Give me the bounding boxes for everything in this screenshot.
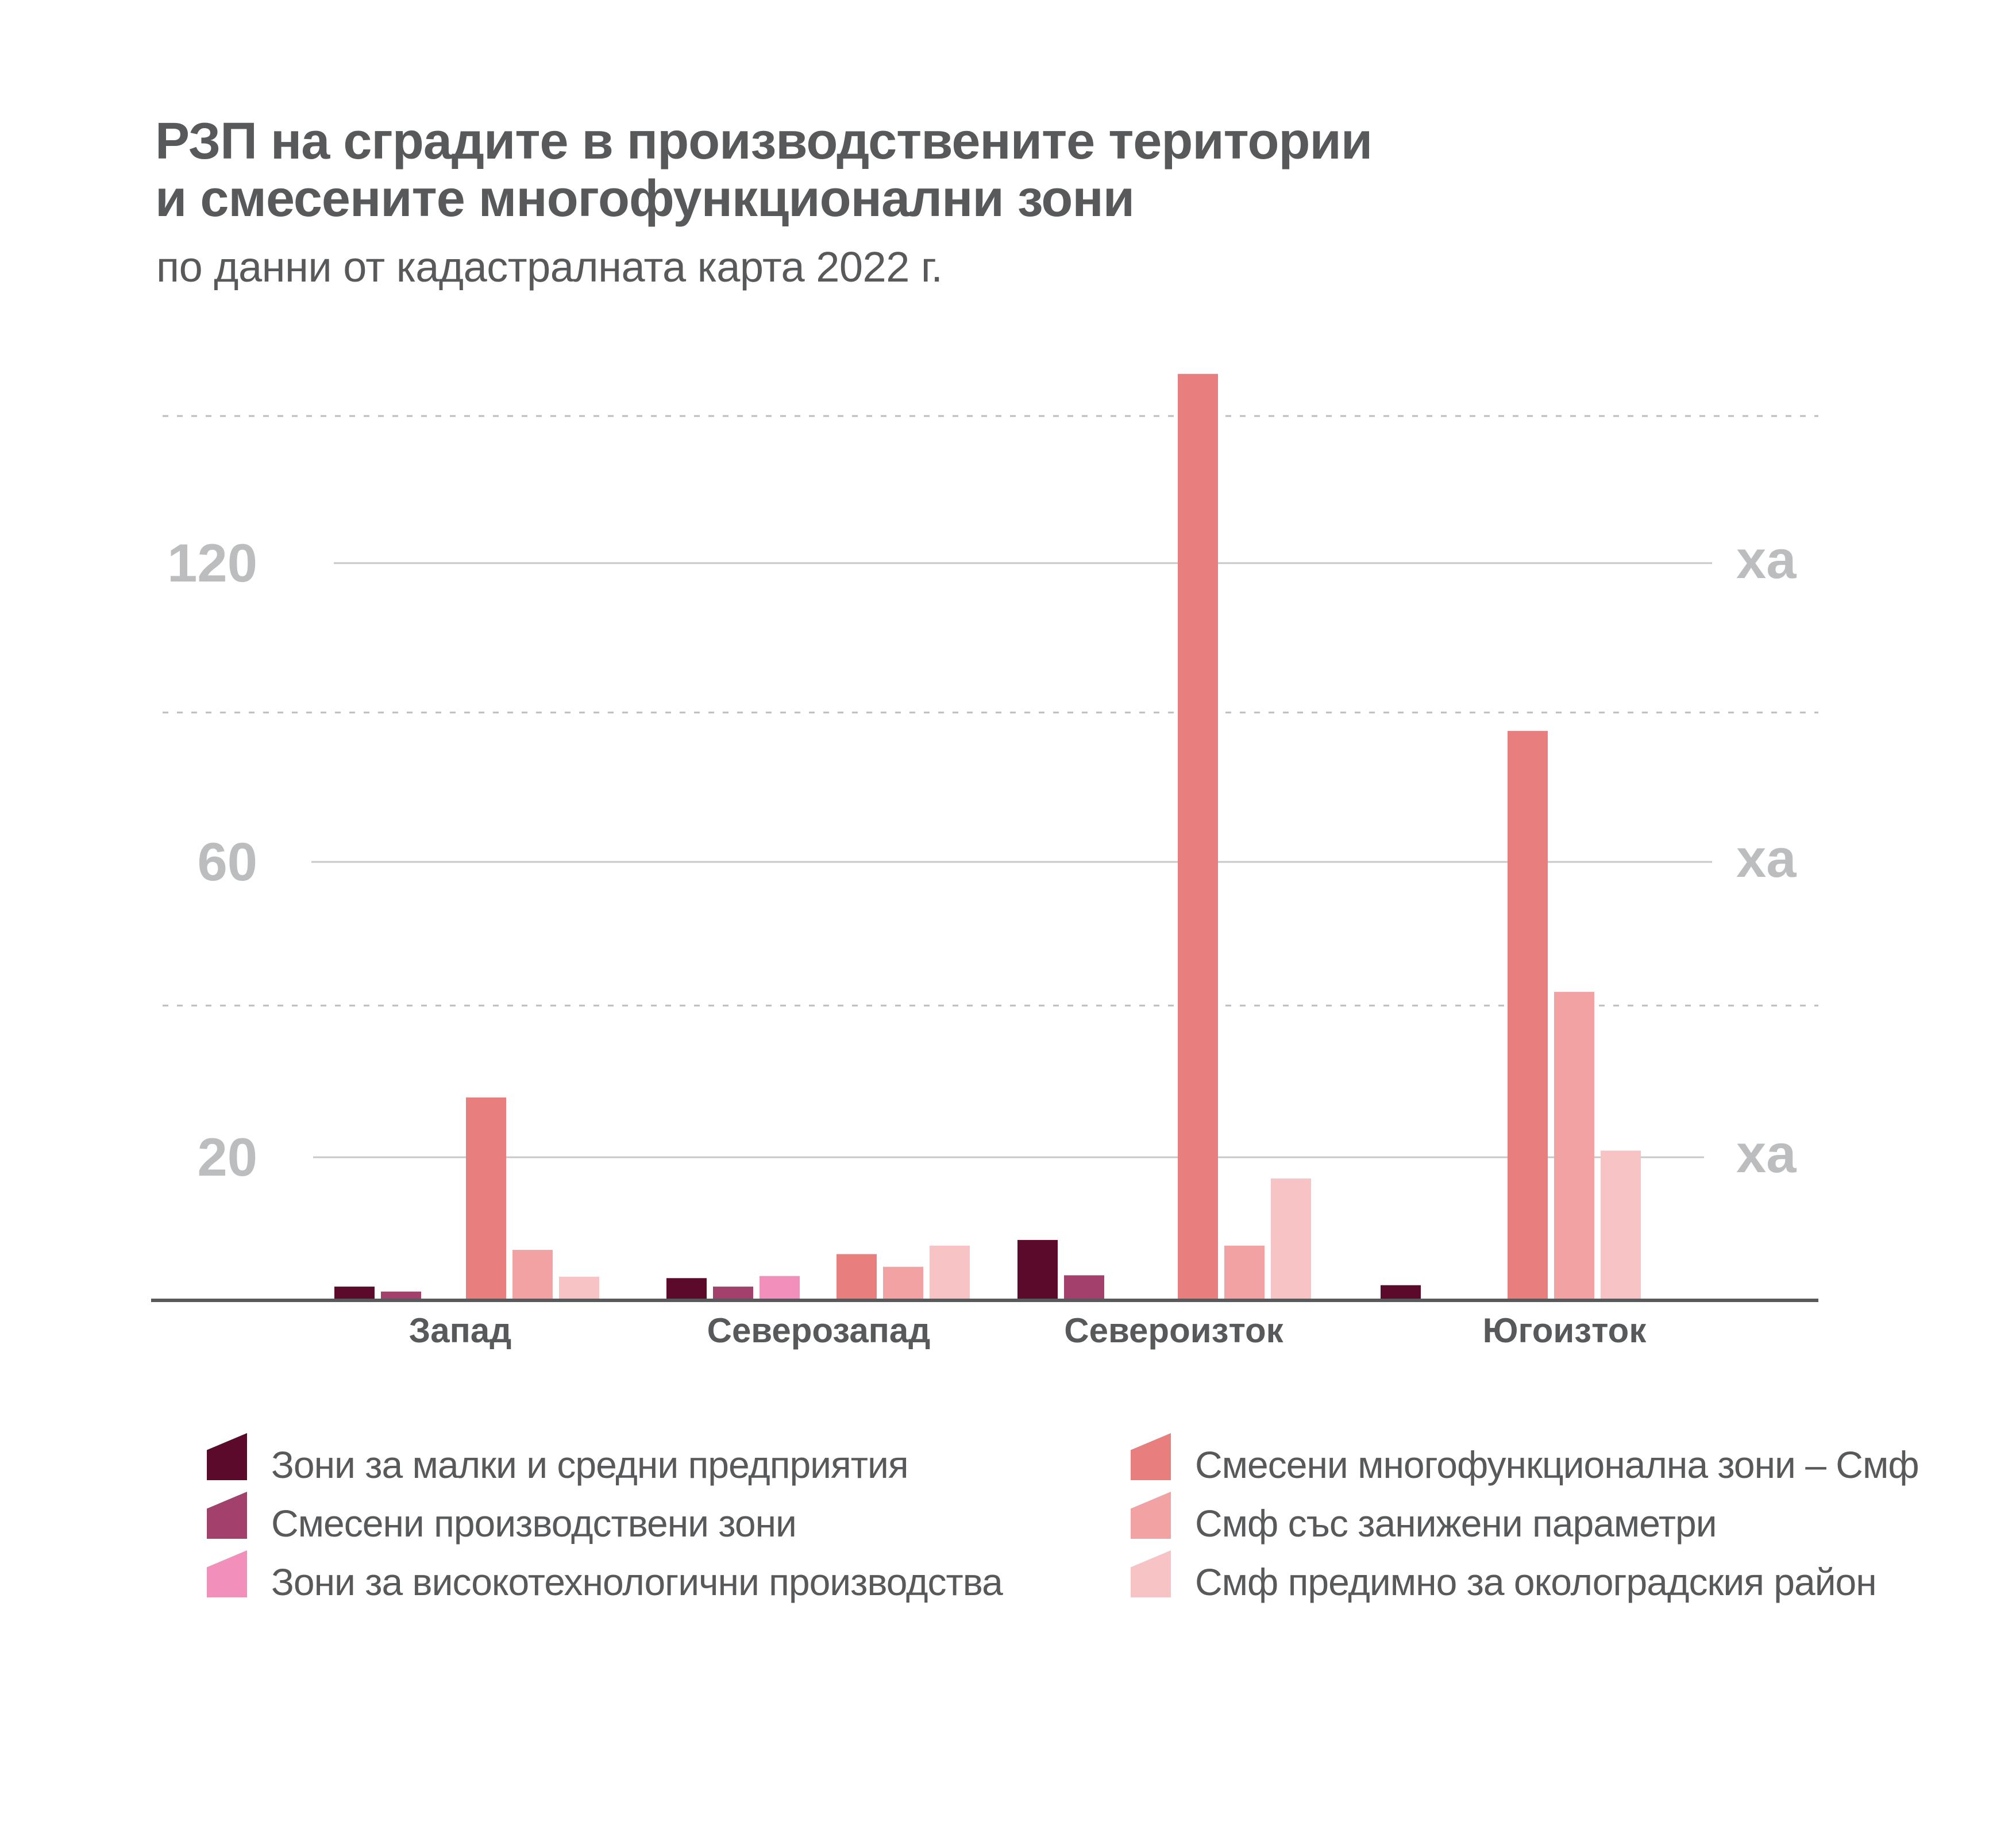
legend-item: Смф със занижени параметри [1131, 1492, 1717, 1545]
bar-group [1381, 731, 1641, 1299]
bars [334, 373, 1641, 1299]
bar [559, 1276, 599, 1299]
bar [466, 1097, 506, 1299]
chart-title-line-1: РЗП на сградите в производствените терит… [155, 113, 1373, 170]
x-axis-label: Югоизток [1483, 1311, 1647, 1350]
bar [512, 1250, 553, 1299]
bar [883, 1266, 923, 1299]
bar [1601, 1150, 1641, 1299]
bar [1271, 1178, 1311, 1299]
y-tick-label: 60 [197, 831, 257, 892]
y-tick-label: 120 [167, 533, 257, 593]
bar [1178, 373, 1218, 1299]
legend-label: Смф предимно за околоградския район [1195, 1561, 1877, 1603]
legend-label: Зони за високотехнологични производства [271, 1561, 1003, 1603]
chart-title-line-2: и смесените многофункционални зони [155, 170, 1135, 228]
bar [1017, 1239, 1058, 1299]
legend-swatch [1131, 1550, 1171, 1597]
bar [1508, 731, 1548, 1299]
legend-item: Смесени производствени зони [207, 1492, 797, 1545]
legend-item: Зони за високотехнологични производства [207, 1550, 1003, 1601]
bar [666, 1278, 707, 1299]
y-unit-label: ха [1736, 529, 1797, 590]
legend-swatch [1131, 1492, 1171, 1539]
x-axis-label: Запад [409, 1311, 512, 1350]
y-tick-label: 20 [197, 1127, 257, 1187]
legend-label: Смф със занижени параметри [1195, 1502, 1717, 1545]
legend-swatch [207, 1433, 247, 1480]
bar [1224, 1245, 1265, 1299]
legend-label: Смесени многофункционална зони – Смф [1195, 1443, 1919, 1486]
legend-label: Смесени производствени зони [271, 1502, 797, 1545]
x-axis-label: Северозапад [707, 1311, 931, 1350]
legend-swatch [1131, 1433, 1171, 1480]
bar-group [1017, 373, 1311, 1299]
bar [713, 1287, 753, 1299]
legend-item: Смесени многофункционална зони – Смф [1131, 1433, 1919, 1484]
gridlines [163, 415, 1818, 1158]
bar [1381, 1285, 1421, 1299]
bar [837, 1254, 877, 1299]
bar [760, 1276, 800, 1299]
chart-title: РЗП на сградите в производствените терит… [155, 113, 1373, 228]
chart-subtitle: по данни от кадастралната карта 2022 г. [156, 243, 943, 291]
bar [381, 1291, 421, 1299]
x-axis-labels: Запад Северозапад Североизток Югоизток [409, 1311, 1647, 1350]
bar [334, 1287, 375, 1299]
legend-swatch [207, 1492, 247, 1539]
legend-label: Зони за малки и средни предприятия [271, 1443, 909, 1486]
legend-item: Смф предимно за околоградския район [1131, 1550, 1877, 1601]
y-unit-label: ха [1736, 1123, 1797, 1184]
y-unit-label: ха [1736, 828, 1797, 888]
legend-swatch [207, 1550, 247, 1597]
bar-group [334, 1097, 599, 1299]
bar [1064, 1275, 1104, 1299]
x-axis-label: Североизток [1064, 1311, 1283, 1350]
y-axis-ticks: 20 ха 60 ха 120 ха [167, 529, 1797, 1187]
bar [930, 1245, 970, 1299]
bar [1554, 992, 1594, 1299]
bar-chart: 20 ха 60 ха 120 ха Запад Северозапад Североизто… [151, 373, 1818, 1350]
bar-group [666, 1245, 970, 1299]
legend-item: Зони за малки и средни предприятия [207, 1433, 909, 1484]
